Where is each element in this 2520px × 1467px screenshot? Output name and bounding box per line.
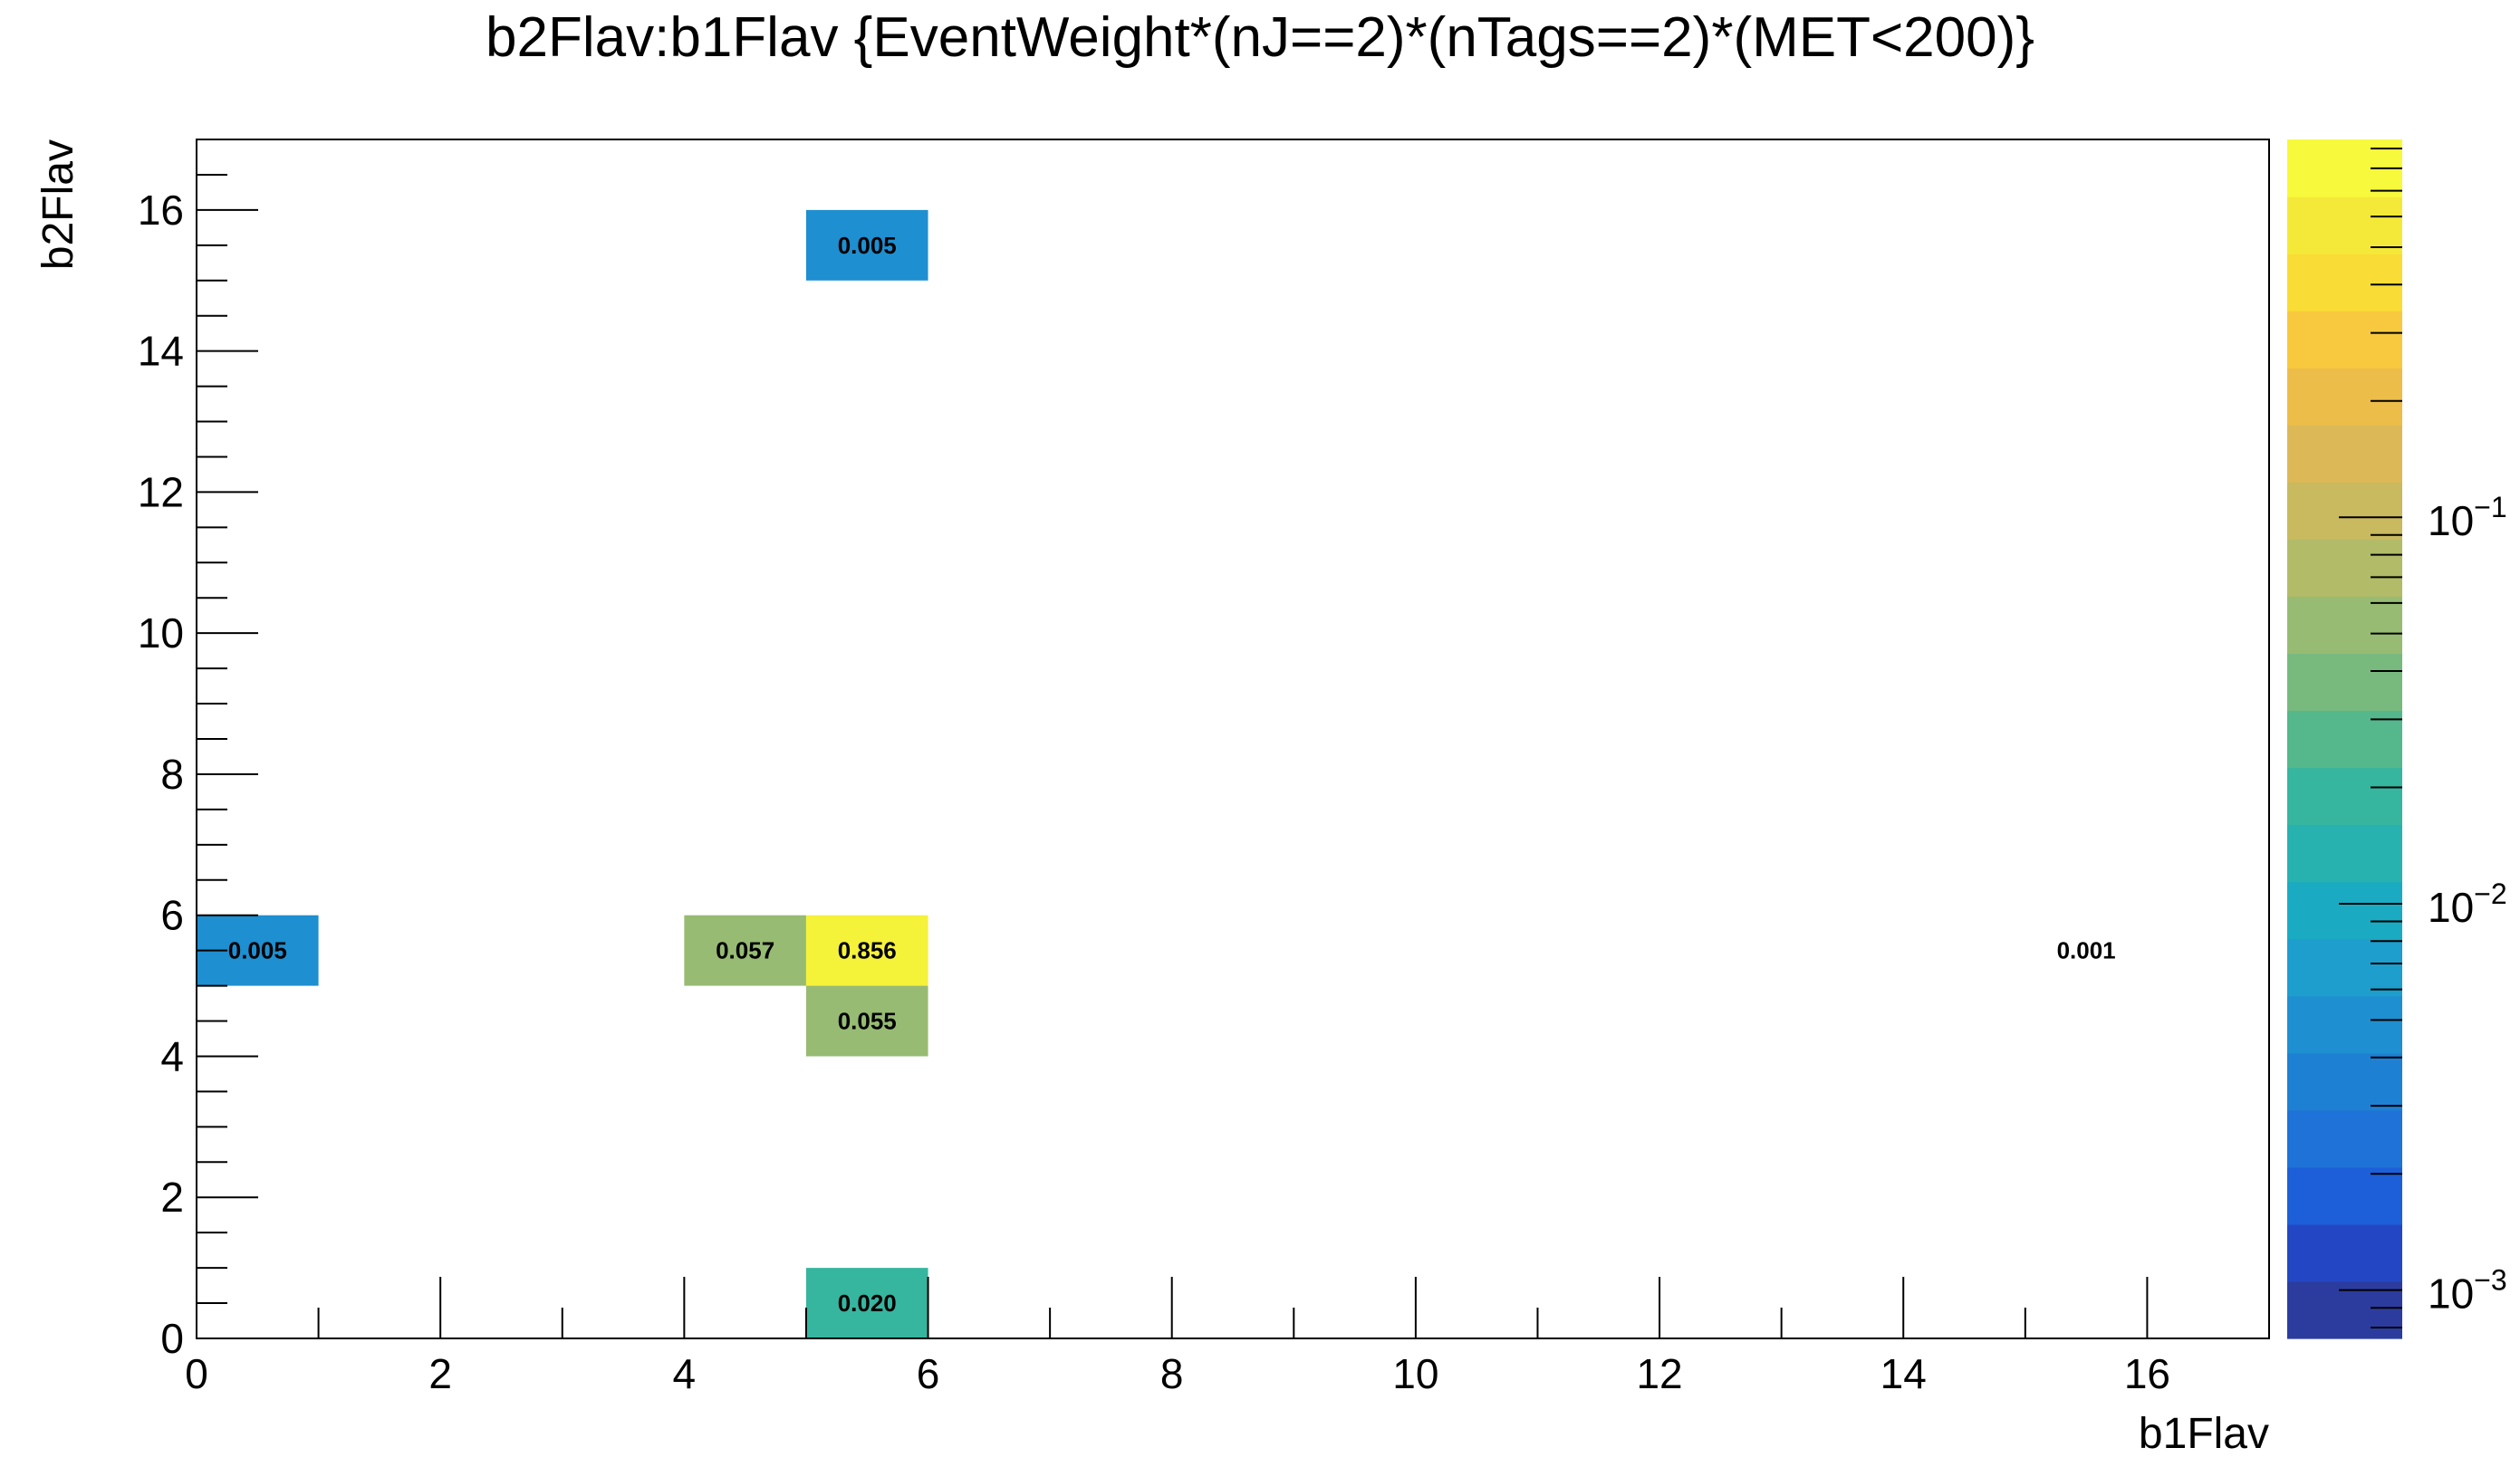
colorbar-band: [2287, 824, 2402, 883]
colorbar-band: [2287, 254, 2402, 312]
cell-value-label: 0.055: [838, 1008, 897, 1035]
colorbar-band: [2287, 1223, 2402, 1282]
x-tick-label: 10: [1392, 1350, 1438, 1397]
y-tick-label: 14: [138, 328, 184, 375]
x-tick-label: 8: [1160, 1350, 1184, 1397]
colorbar-band: [2287, 425, 2402, 483]
cell-value-label: 0.020: [838, 1290, 897, 1317]
x-tick-label: 12: [1636, 1350, 1682, 1397]
colorbar: 10−3 10−2 10−1: [2287, 139, 2507, 1339]
colorbar-band: [2287, 311, 2402, 369]
x-axis-label: b1Flav: [2139, 1410, 2269, 1458]
y-tick-label: 10: [138, 609, 184, 657]
colorbar-band: [2287, 995, 2402, 1054]
x-tick-label: 14: [1880, 1350, 1927, 1397]
x-tick-label: 16: [2124, 1350, 2170, 1397]
colorbar-band: [2287, 482, 2402, 540]
y-tick-label: 4: [160, 1032, 184, 1079]
heatmap-cell: [805, 1268, 928, 1338]
colorbar-band: [2287, 368, 2402, 426]
chart-title: b2Flav:b1Flav {EventWeight*(nJ==2)*(nTag…: [486, 6, 2034, 69]
heatmap-cell: [684, 915, 806, 986]
y-tick-label: 0: [160, 1315, 184, 1362]
colorbar-band: [2287, 938, 2402, 997]
cell-value-label: 0.001: [2057, 937, 2116, 964]
cell-value-label: 0.856: [838, 937, 897, 964]
y-tick-label: 6: [160, 892, 184, 939]
heatmap-cell: [805, 915, 928, 986]
heatmap-cell: [805, 985, 928, 1057]
colorbar-band: [2287, 1109, 2402, 1168]
y-tick-label: 8: [160, 751, 184, 798]
cells-layer: 0.005 0.057 0.856 0.055 0.020 0.005 0.001: [197, 209, 2148, 1338]
colorbar-band: [2287, 1166, 2402, 1225]
cell-value-label: 0.057: [716, 937, 774, 964]
plot-frame: [196, 139, 2270, 1339]
axes-layer: 0 2 4 6 8 10 12 14 16 0 2 4 6 8 10 12 14 16: [138, 173, 2170, 1397]
colorbar-band: [2287, 596, 2402, 655]
x-tick-label: 4: [673, 1350, 697, 1397]
colorbar-tick-exponent: −1: [2474, 491, 2506, 523]
y-tick-label: 2: [160, 1174, 184, 1221]
colorbar-band: [2287, 881, 2402, 940]
x-tick-label: 2: [428, 1350, 452, 1397]
colorbar-tick-exponent: −2: [2474, 877, 2506, 910]
colorbar-tick-label: 10−3: [2428, 1264, 2507, 1318]
heatmap-cell: [805, 209, 928, 281]
colorbar-tick-label: 10−2: [2428, 877, 2507, 931]
colorbar-tick-exponent: −3: [2474, 1264, 2506, 1297]
cell-value-label: 0.005: [838, 232, 897, 259]
heatmap-cell: [2025, 915, 2148, 986]
x-tick-label: 0: [185, 1350, 208, 1397]
y-axis-label: b2Flav: [34, 139, 82, 270]
colorbar-band: [2287, 1052, 2402, 1111]
colorbar-tick-label: 10−1: [2428, 491, 2507, 544]
colorbar-band: [2287, 767, 2402, 826]
x-tick-label: 6: [917, 1350, 940, 1397]
cell-value-label: 0.005: [228, 937, 287, 964]
colorbar-band: [2287, 653, 2402, 712]
colorbar-band: [2287, 539, 2402, 597]
colorbar-band: [2287, 197, 2402, 254]
y-tick-label: 16: [138, 187, 184, 234]
y-tick-label: 12: [138, 468, 184, 515]
